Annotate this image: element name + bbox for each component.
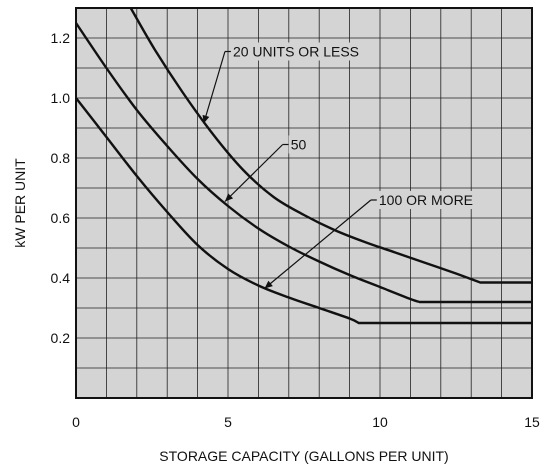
annotation-label-1: 20 UNITS OR LESS: [233, 44, 359, 60]
annotation-label-3: 100 OR MORE: [379, 192, 473, 208]
y-tick-label: 0.6: [51, 210, 71, 226]
y-tick-labels: 0.2 0.4 0.6 0.8 1.0 1.2: [51, 30, 71, 346]
annotations: 20 UNITS OR LESS 50 100 OR MORE: [202, 42, 476, 289]
y-tick-label: 0.4: [51, 270, 71, 286]
x-tick-label: 15: [524, 414, 540, 430]
y-axis-title: kW PER UNIT: [12, 158, 28, 248]
annotation-arrowhead: [202, 114, 210, 124]
annotation-leader: [264, 199, 372, 289]
series-line-1: [129, 7, 532, 284]
annotation-label-background: [376, 191, 476, 209]
series-lines: [75, 7, 532, 325]
y-tick-label: 0.8: [51, 150, 71, 166]
annotation-label-background: [288, 135, 309, 154]
annotation-leader: [203, 51, 226, 124]
x-tick-label: 0: [72, 414, 80, 430]
x-tick-label: 5: [224, 414, 232, 430]
annotation-arrowhead: [224, 193, 234, 202]
x-tick-labels: 0 5 10 15: [72, 414, 540, 430]
annotation-arrowhead: [264, 280, 273, 289]
y-tick-label: 0.2: [51, 330, 71, 346]
series-line-2: [75, 22, 532, 304]
x-axis-title: STORAGE CAPACITY (GALLONS PER UNIT): [159, 448, 448, 464]
x-tick-label: 10: [372, 414, 388, 430]
plot-border: [75, 7, 533, 399]
annotation-leader: [224, 144, 284, 202]
series-line-3: [75, 97, 532, 325]
y-tick-label: 1.0: [51, 90, 71, 106]
annotation-label-background: [230, 42, 362, 61]
annotation-label-2: 50: [291, 137, 307, 153]
y-tick-label: 1.2: [51, 30, 71, 46]
